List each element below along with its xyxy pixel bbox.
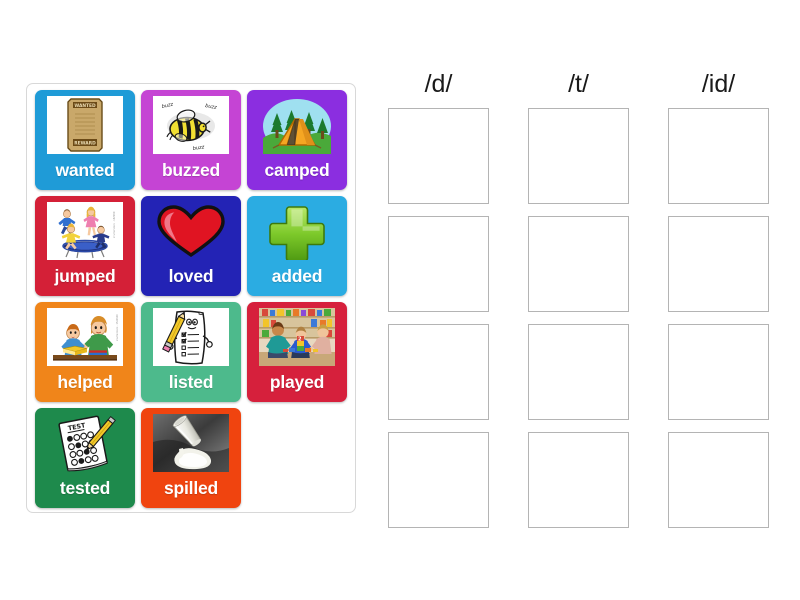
svg-text:buzz: buzz xyxy=(192,144,205,152)
word-tile-helped[interactable]: shutterstock · 1520900 helped xyxy=(35,302,135,402)
drop-slot[interactable] xyxy=(388,324,489,420)
svg-text:REWARD: REWARD xyxy=(74,141,96,147)
drop-slot[interactable] xyxy=(668,432,769,528)
green-plus-icon xyxy=(259,202,335,260)
word-tile-listed[interactable]: listed xyxy=(141,302,241,402)
word-tile-label: buzzed xyxy=(161,160,221,181)
checklist-pencil-icon xyxy=(153,308,229,366)
svg-text:shutterstock · 1520900: shutterstock · 1520900 xyxy=(116,314,119,341)
word-tile-label: listed xyxy=(168,372,214,393)
svg-text:buzz: buzz xyxy=(205,103,218,111)
empty-grid-cell xyxy=(247,408,347,508)
drop-slot[interactable] xyxy=(388,216,489,312)
drop-slot[interactable] xyxy=(528,216,629,312)
word-tile-label: wanted xyxy=(55,160,115,181)
word-tile-grid: WANTED REWARD wanted buzz buzz buzz bu xyxy=(35,90,349,508)
svg-text:TEST: TEST xyxy=(67,421,87,432)
sorting-column-1: /t/ xyxy=(528,60,629,540)
drop-slot[interactable] xyxy=(668,108,769,204)
svg-text:shutterstock · 182990: shutterstock · 182990 xyxy=(113,211,116,238)
word-tile-added[interactable]: added xyxy=(247,196,347,296)
word-tile-label: added xyxy=(271,266,323,287)
heart-icon xyxy=(153,202,229,260)
drop-slot[interactable] xyxy=(388,108,489,204)
drop-slot[interactable] xyxy=(528,432,629,528)
teacher-helping-student-icon: shutterstock · 1520900 xyxy=(47,308,123,366)
word-tile-buzzed[interactable]: buzz buzz buzz buzzed xyxy=(141,90,241,190)
unsorted-word-tiles-panel: WANTED REWARD wanted buzz buzz buzz bu xyxy=(26,83,356,513)
drop-slot[interactable] xyxy=(528,324,629,420)
word-tile-label: loved xyxy=(168,266,214,287)
column-header: /d/ xyxy=(424,69,453,98)
kids-playing-blocks-icon: 2 xyxy=(259,308,335,366)
svg-text:buzz: buzz xyxy=(161,102,174,110)
word-tile-played[interactable]: 2 played xyxy=(247,302,347,402)
word-tile-label: jumped xyxy=(54,266,116,287)
word-tile-loved[interactable]: loved xyxy=(141,196,241,296)
word-tile-jumped[interactable]: shutterstock · 182990 jumped xyxy=(35,196,135,296)
svg-text:2: 2 xyxy=(298,336,302,342)
word-tile-spilled[interactable]: spilled xyxy=(141,408,241,508)
word-tile-label: helped xyxy=(57,372,113,393)
word-tile-label: tested xyxy=(59,478,111,499)
wanted-poster-icon: WANTED REWARD xyxy=(47,96,123,154)
word-tile-label: spilled xyxy=(163,478,219,499)
drop-slot[interactable] xyxy=(668,324,769,420)
word-tile-camped[interactable]: camped xyxy=(247,90,347,190)
test-bubble-sheet-icon: TEST xyxy=(47,414,123,472)
sorting-columns: /d/ /t/ /id/ xyxy=(388,60,780,565)
column-header: /id/ xyxy=(701,69,736,98)
word-tile-label: played xyxy=(269,372,325,393)
drop-slot[interactable] xyxy=(528,108,629,204)
bee-icon: buzz buzz buzz xyxy=(153,96,229,154)
word-tile-label: camped xyxy=(264,160,330,181)
kids-trampoline-icon: shutterstock · 182990 xyxy=(47,202,123,260)
sorting-column-0: /d/ xyxy=(388,60,489,540)
spilled-cup-icon xyxy=(153,414,229,472)
drop-slot[interactable] xyxy=(388,432,489,528)
sorting-column-2: /id/ xyxy=(668,60,769,540)
word-tile-wanted[interactable]: WANTED REWARD wanted xyxy=(35,90,135,190)
column-header: /t/ xyxy=(568,69,589,98)
word-tile-tested[interactable]: TEST xyxy=(35,408,135,508)
drop-slot[interactable] xyxy=(668,216,769,312)
tent-camp-icon xyxy=(259,96,335,154)
svg-text:WANTED: WANTED xyxy=(74,103,96,109)
